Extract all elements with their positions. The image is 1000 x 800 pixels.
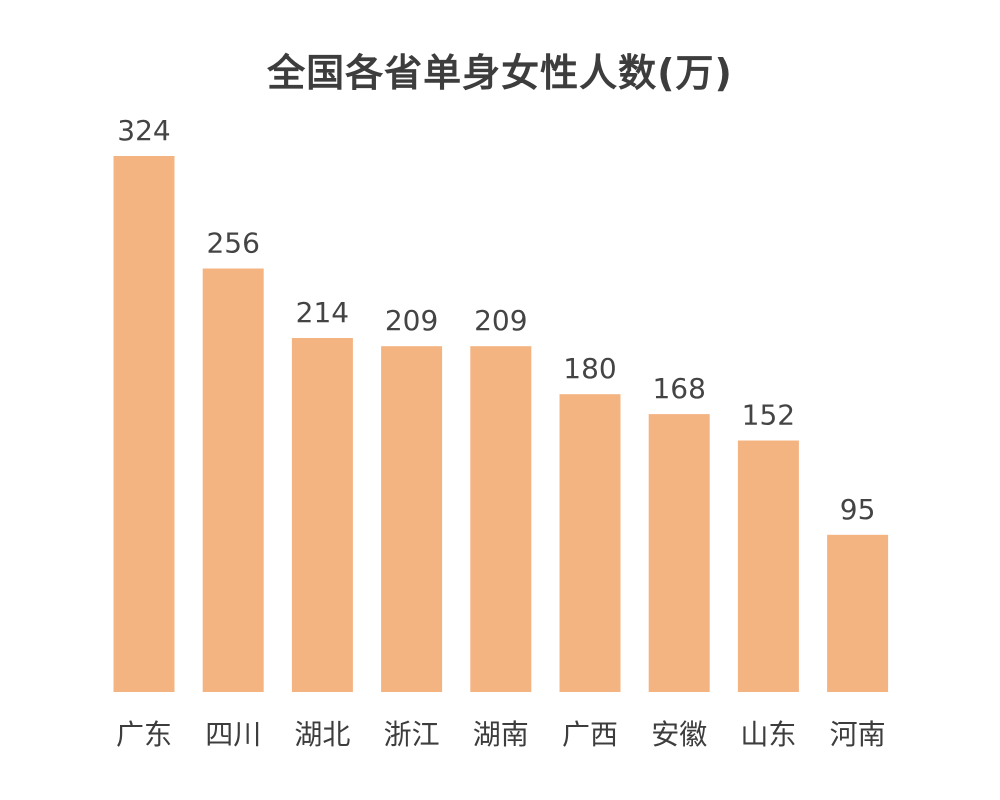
bar-value-label: 209 xyxy=(474,304,527,337)
bar-1 xyxy=(113,156,175,692)
category-label: 浙江 xyxy=(384,718,440,751)
category-label: 广东 xyxy=(116,718,172,751)
bar-value-label: 168 xyxy=(652,372,705,405)
bar-value-label: 256 xyxy=(206,227,259,260)
category-label: 山东 xyxy=(740,718,796,751)
bar-6 xyxy=(559,394,621,692)
category-label: 河南 xyxy=(830,718,886,751)
bar-3 xyxy=(291,338,353,692)
category-label: 安徽 xyxy=(651,718,707,751)
bar-value-label: 95 xyxy=(840,493,876,526)
category-label: 湖北 xyxy=(294,718,350,751)
bar-value-label: 180 xyxy=(563,352,616,385)
bar-7 xyxy=(648,414,710,692)
category-label: 湖南 xyxy=(473,718,529,751)
bar-9 xyxy=(827,534,889,692)
bar-value-label: 214 xyxy=(296,296,349,329)
bar-8 xyxy=(737,440,799,692)
bar-value-label: 152 xyxy=(742,399,795,432)
bar-value-label: 209 xyxy=(385,304,438,337)
bar-5 xyxy=(470,346,532,692)
bar-4 xyxy=(381,346,443,692)
bar-value-label: 324 xyxy=(117,114,170,147)
category-label: 广西 xyxy=(562,718,618,751)
category-label: 四川 xyxy=(205,718,261,751)
chart-title: 全国各省单身女性人数(万) xyxy=(267,51,733,95)
bar-2 xyxy=(202,268,264,692)
